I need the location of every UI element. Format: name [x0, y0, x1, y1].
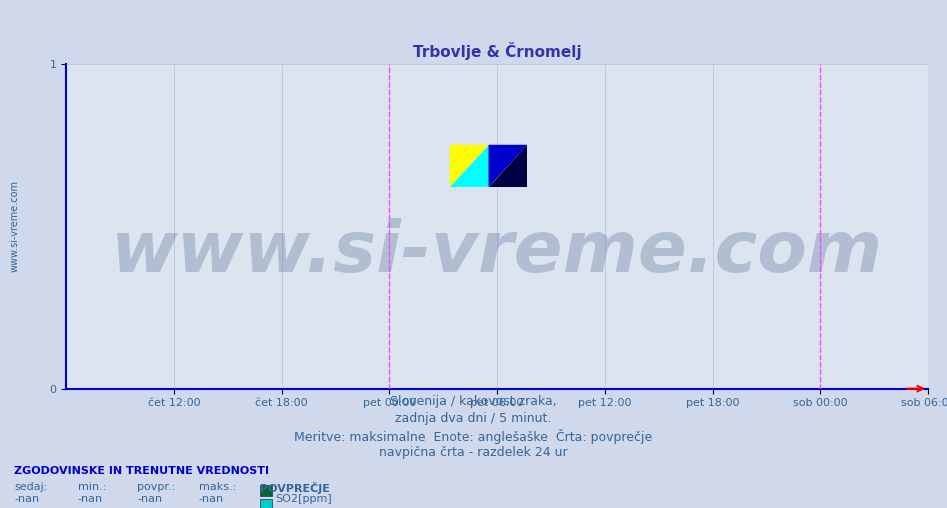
- Text: zadnja dva dni / 5 minut.: zadnja dva dni / 5 minut.: [395, 412, 552, 425]
- Polygon shape: [489, 145, 527, 187]
- Polygon shape: [489, 145, 527, 187]
- Polygon shape: [450, 145, 489, 187]
- Text: POVPREČJE: POVPREČJE: [260, 482, 331, 494]
- Text: Slovenija / kakovost zraka,: Slovenija / kakovost zraka,: [390, 395, 557, 408]
- Text: -nan: -nan: [137, 494, 163, 504]
- Text: www.si-vreme.com: www.si-vreme.com: [9, 180, 20, 272]
- Text: sedaj:: sedaj:: [14, 482, 47, 492]
- Text: -nan: -nan: [78, 494, 103, 504]
- Text: navpična črta - razdelek 24 ur: navpična črta - razdelek 24 ur: [379, 446, 568, 459]
- Text: min.:: min.:: [78, 482, 106, 492]
- Text: www.si-vreme.com: www.si-vreme.com: [111, 217, 884, 287]
- Text: -nan: -nan: [14, 494, 40, 504]
- Text: povpr.:: povpr.:: [137, 482, 175, 492]
- Text: Meritve: maksimalne  Enote: anglešaške  Črta: povprečje: Meritve: maksimalne Enote: anglešaške Čr…: [295, 429, 652, 444]
- Polygon shape: [450, 145, 489, 187]
- Title: Trbovlje & Črnomelj: Trbovlje & Črnomelj: [413, 42, 581, 59]
- Text: SO2[ppm]: SO2[ppm]: [276, 494, 332, 504]
- Text: maks.:: maks.:: [199, 482, 236, 492]
- Text: ZGODOVINSKE IN TRENUTNE VREDNOSTI: ZGODOVINSKE IN TRENUTNE VREDNOSTI: [14, 466, 269, 477]
- Text: -nan: -nan: [199, 494, 224, 504]
